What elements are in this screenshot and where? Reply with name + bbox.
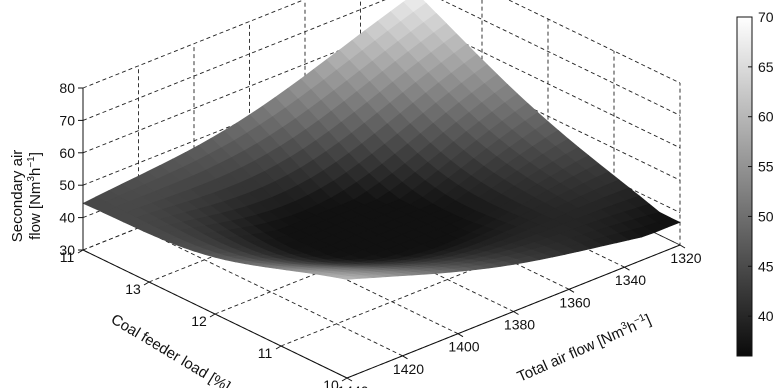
x-tick-label: 1420: [393, 361, 424, 377]
colorbar-tick-label: 65: [758, 59, 774, 75]
z-tick-label: 60: [59, 145, 75, 161]
x-tick-label: 1380: [504, 317, 535, 333]
x-tick-label: 1340: [615, 272, 646, 288]
z-axis-label-line1: Secondary air: [9, 150, 26, 243]
y-tick-label: 11: [258, 345, 273, 361]
y-tick-mark: [341, 377, 348, 382]
z-tick-label: 50: [59, 177, 75, 193]
y-axis-label: Coal feeder load [%]: [108, 311, 233, 388]
y-tick-mark: [143, 281, 150, 286]
y-tick-mark: [275, 345, 282, 350]
x-tick-label: 1400: [448, 339, 479, 355]
x-tick-mark: [624, 266, 630, 271]
x-tick-label: 1440: [337, 383, 368, 388]
x-tick-mark: [457, 333, 464, 338]
x-axis-label: Total air flow [Nm3h−1]: [514, 310, 653, 385]
x-gridline: [249, 21, 514, 312]
y-tick-mark: [209, 313, 216, 318]
z-axis-label-line2: flow [Nm3h−1]: [26, 152, 44, 240]
x-tick-mark: [568, 288, 575, 293]
z-tick-label: 30: [59, 242, 75, 258]
x-tick-mark: [402, 355, 408, 360]
x-gridline: [360, 0, 625, 268]
x-gridline: [193, 43, 459, 335]
y-tick-label: 12: [191, 313, 207, 329]
y-tick-label: 10: [323, 377, 339, 388]
colorbar: [736, 16, 753, 357]
tick-labels: 1320134013601380140014201440101112131130…: [59, 80, 701, 388]
colorbar-tick-label: 50: [758, 208, 774, 224]
x-tick-label: 1320: [670, 250, 701, 266]
surface: [82, 0, 681, 280]
surface-patch: [336, 276, 360, 280]
y-tick-label: 13: [125, 281, 141, 297]
z-tick-label: 80: [59, 80, 75, 96]
colorbar-tick-label: 55: [758, 159, 774, 175]
x-gridline: [304, 0, 570, 290]
x-tick-mark: [679, 244, 686, 249]
z-axis-label: Secondary air flow [Nm3h−1]: [9, 150, 44, 243]
z-tick-label: 40: [59, 210, 75, 226]
colorbar-tick-label: 70: [758, 9, 774, 25]
z-gridline: [82, 0, 681, 89]
colorbar-ticks: 40 45 50 55 60 65 70: [748, 9, 774, 324]
x-tick-mark: [346, 377, 353, 382]
colorbar-tick-label: 40: [758, 308, 774, 324]
colorbar-tick-label: 60: [758, 109, 774, 125]
x-gridline: [138, 65, 403, 357]
colorbar-tick-label: 45: [758, 258, 774, 274]
x-tick-label: 1360: [559, 294, 590, 310]
y-tick-label: 11: [60, 249, 75, 265]
x-tick-mark: [513, 311, 519, 315]
z-tick-label: 70: [59, 112, 75, 128]
